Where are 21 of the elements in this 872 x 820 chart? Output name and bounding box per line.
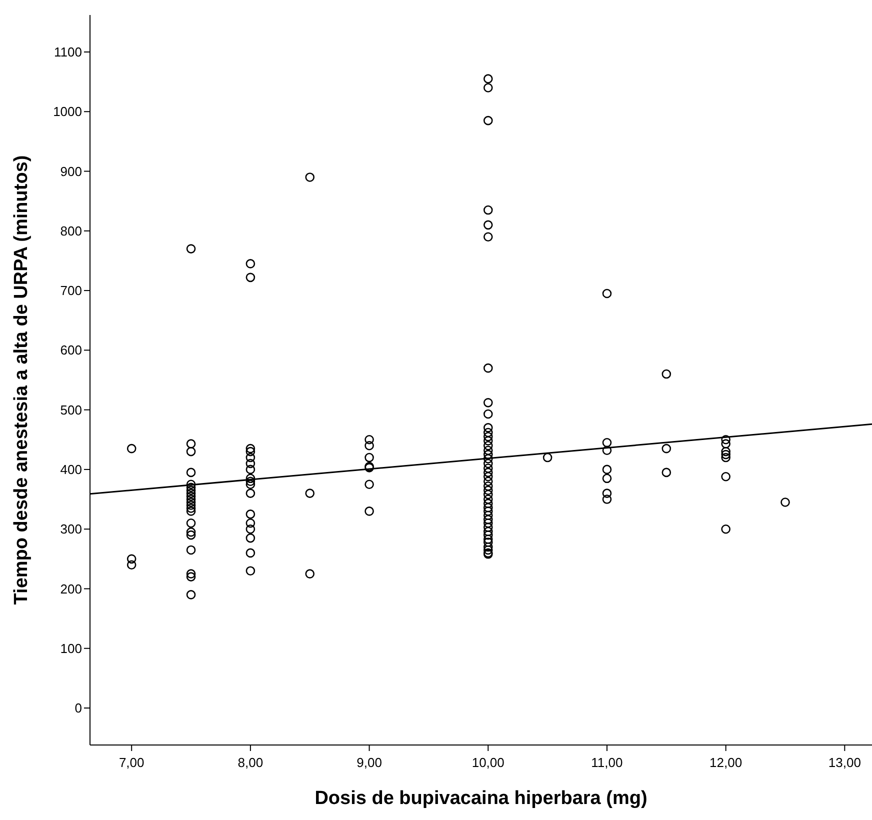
y-tick-label: 800: [60, 223, 82, 238]
x-axis-title: Dosis de bupivacaina hiperbara (mg): [314, 788, 648, 809]
y-tick-label: 300: [60, 522, 82, 537]
y-tick-label: 700: [60, 283, 82, 298]
y-tick-label: 900: [60, 164, 82, 179]
y-tick-label: 200: [60, 581, 82, 596]
x-tick-label: 12,00: [710, 755, 742, 770]
y-tick-label: 500: [60, 402, 82, 418]
y-tick-label: 1000: [53, 104, 82, 120]
y-tick-label: 100: [60, 640, 82, 656]
x-tick-label: 9,00: [356, 755, 382, 770]
x-tick-label: 10,00: [472, 755, 504, 770]
y-tick-label: 600: [60, 342, 82, 358]
y-axis-title: Tiempo desde anestesia a alta de URPA (minutos): [11, 155, 32, 605]
y-tick-label: 400: [60, 462, 82, 478]
x-tick-label: 11,00: [591, 755, 623, 770]
x-tick-label: 7,00: [118, 755, 144, 770]
x-tick-label: 8,00: [238, 755, 264, 770]
y-tick-label: 0: [74, 700, 82, 716]
y-tick-label: 1100: [54, 44, 82, 60]
x-tick-label: 13,00: [828, 755, 861, 770]
